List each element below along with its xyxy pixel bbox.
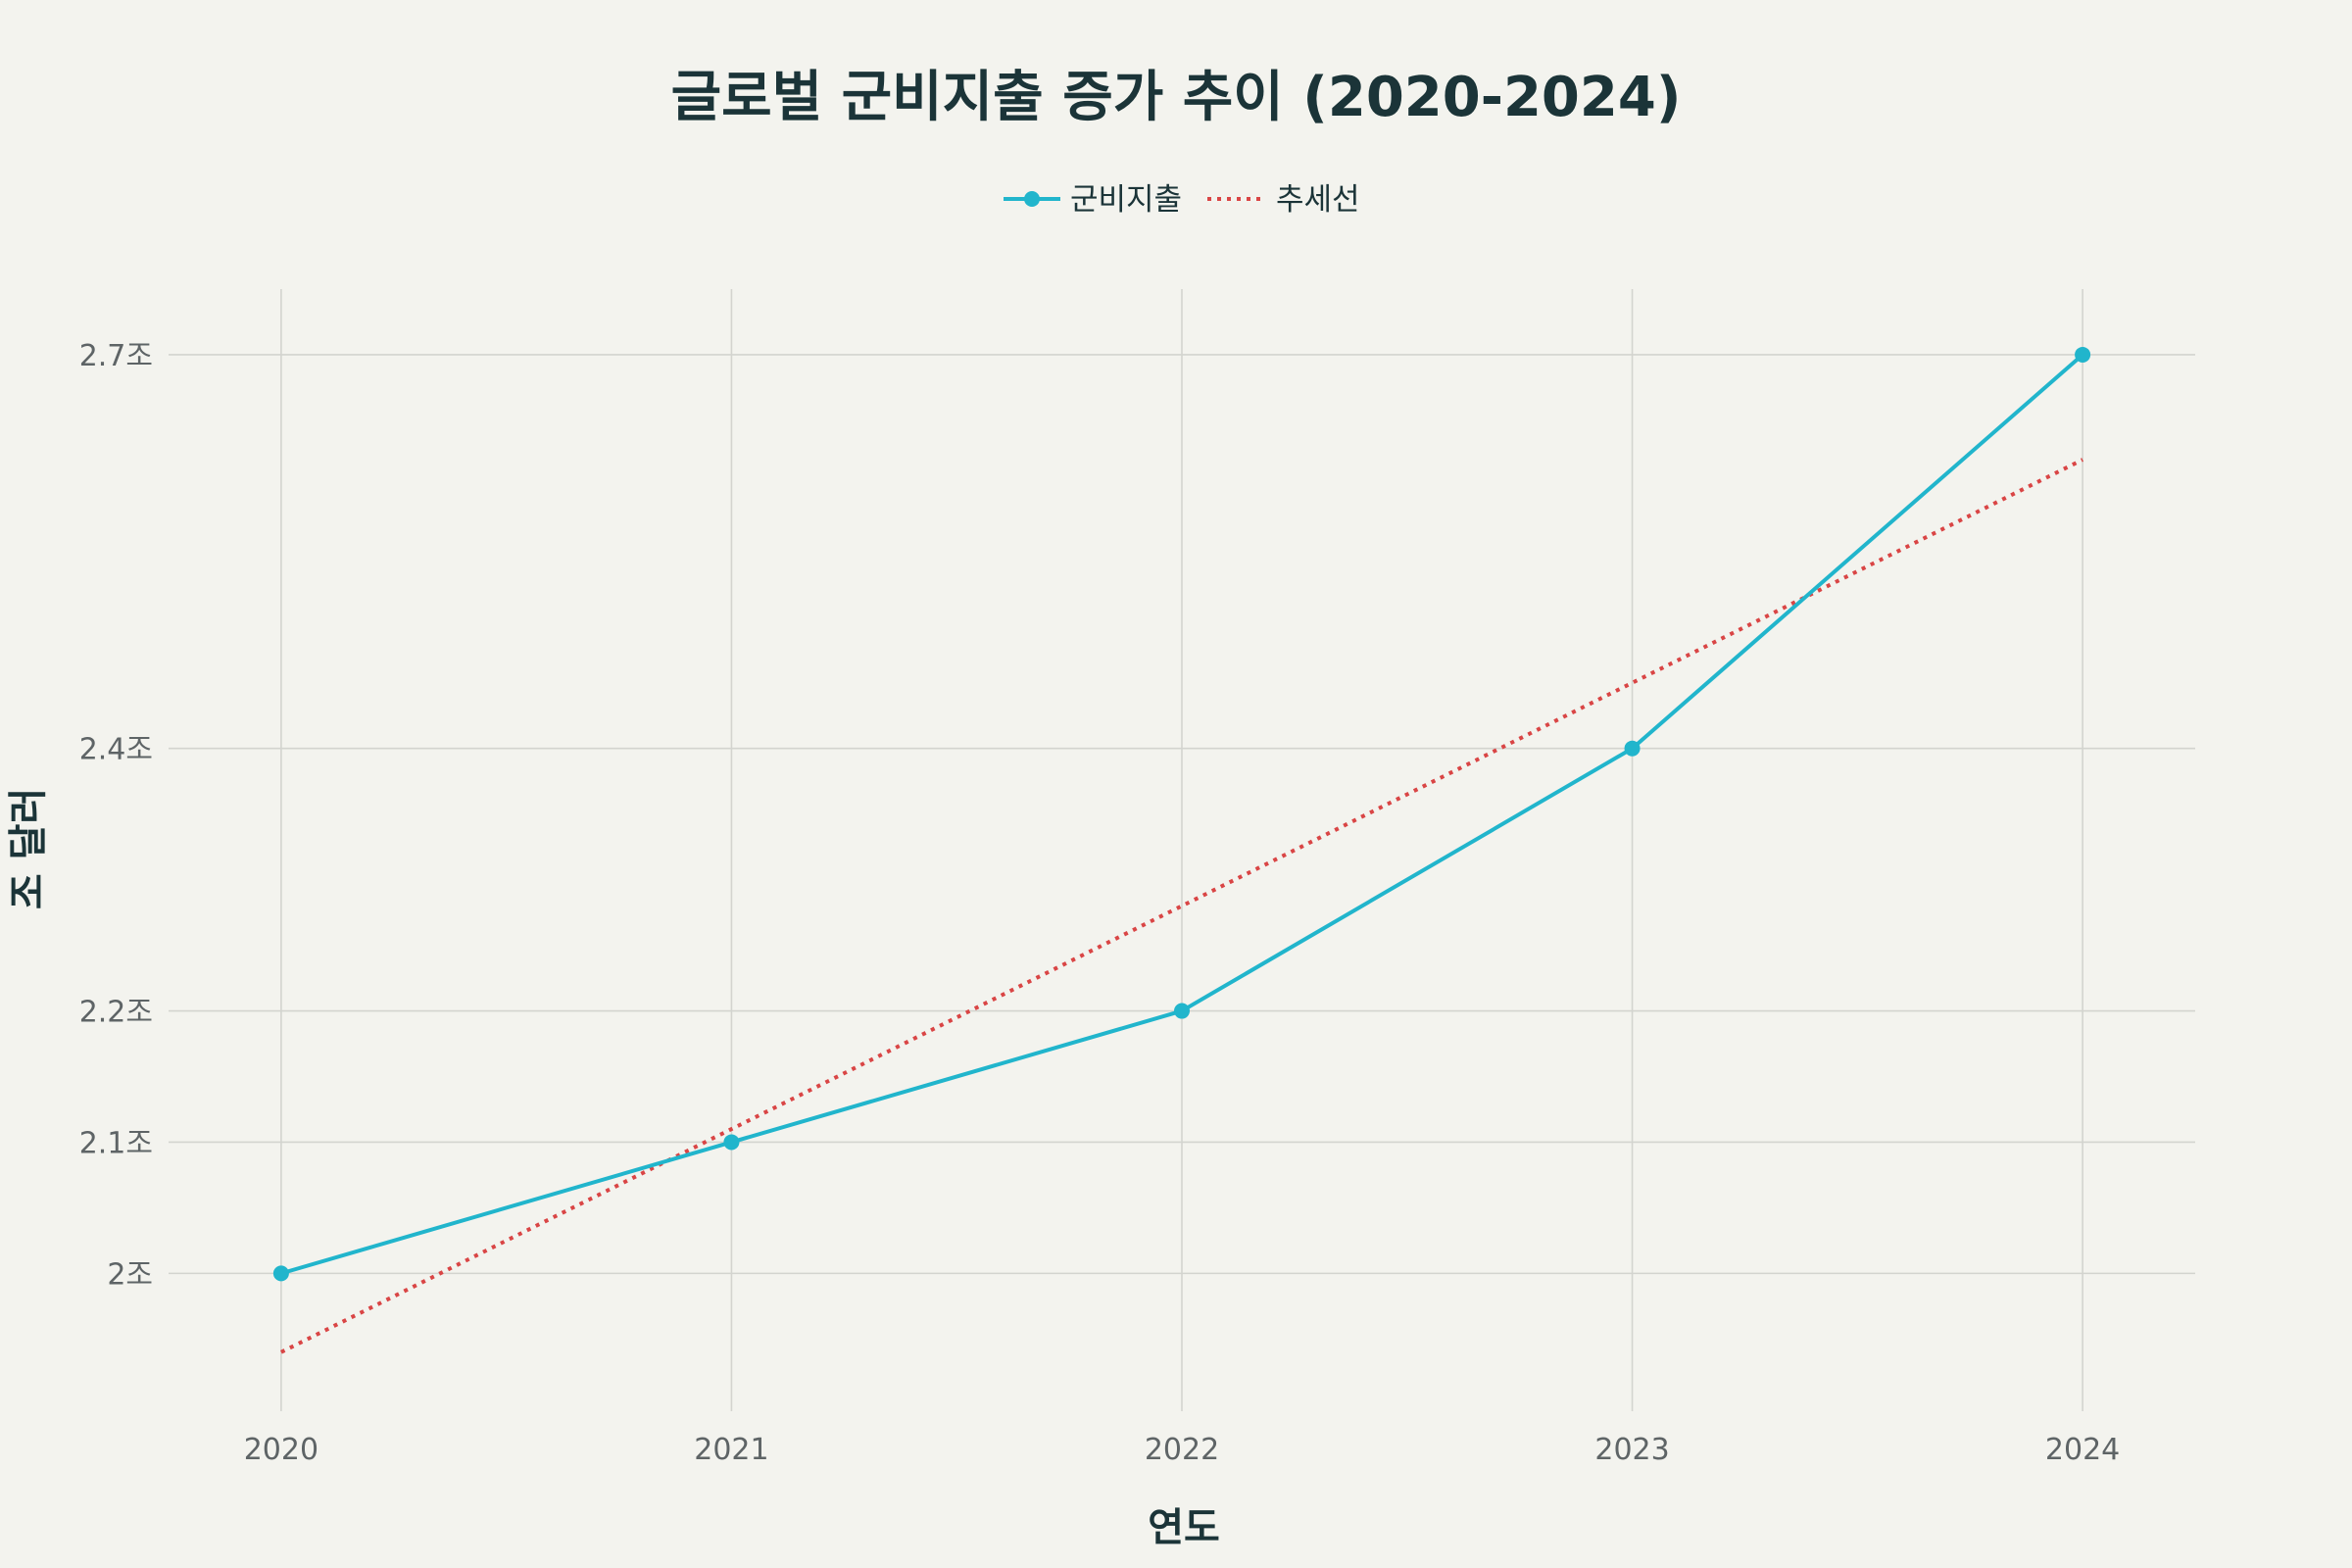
y-axis-title: 조 달러: [6, 788, 51, 909]
y-tick-label: 2조: [107, 1257, 153, 1292]
legend-label-spending: 군비지출: [1070, 182, 1182, 218]
spending-point: [2075, 346, 2091, 363]
legend[interactable]: 군비지출 추세선: [1004, 182, 1360, 218]
legend-label-trend: 추세선: [1276, 182, 1360, 218]
x-tick-label: 2023: [1594, 1433, 1669, 1467]
spending-point: [723, 1134, 740, 1151]
spending-point: [1174, 1003, 1190, 1019]
legend-item-spending[interactable]: 군비지출: [1004, 182, 1182, 218]
x-axis-title: 연도: [1148, 1505, 1220, 1550]
chart-title: 글로벌 군비지출 증가 추이 (2020-2024): [671, 66, 1682, 129]
y-tick-label: 2.4조: [79, 733, 153, 767]
x-tick-label: 2024: [2045, 1433, 2120, 1467]
y-tick-labels: 2조 2.1조 2.2조 2.4조 2.7조: [79, 339, 153, 1292]
x-gridlines: [280, 289, 2083, 1411]
legend-item-trend[interactable]: 추세선: [1207, 182, 1360, 218]
y-tick-label: 2.1조: [79, 1126, 153, 1160]
x-tick-label: 2022: [1145, 1433, 1219, 1467]
spending-point: [272, 1265, 289, 1282]
x-tick-label: 2020: [244, 1433, 318, 1467]
legend-marker-spending: [1024, 191, 1040, 207]
x-tick-label: 2021: [694, 1433, 768, 1467]
x-tick-labels: 2020 2021 2022 2023 2024: [244, 1433, 2121, 1467]
y-tick-label: 2.2조: [79, 996, 153, 1030]
plot-area: [272, 346, 2091, 1354]
trend-line: [280, 458, 2083, 1354]
y-tick-label: 2.7조: [79, 339, 153, 373]
spending-point: [1624, 740, 1641, 757]
